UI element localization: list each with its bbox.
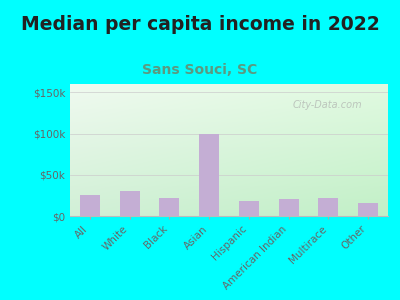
- Bar: [239, 201, 259, 216]
- Text: Median per capita income in 2022: Median per capita income in 2022: [21, 15, 379, 34]
- Bar: [199, 134, 219, 216]
- Text: Sans Souci, SC: Sans Souci, SC: [142, 63, 258, 77]
- Bar: [80, 194, 100, 216]
- Text: City-Data.com: City-Data.com: [293, 100, 362, 110]
- Bar: [279, 199, 298, 216]
- Bar: [358, 203, 378, 216]
- Bar: [160, 198, 179, 216]
- Bar: [120, 191, 140, 216]
- Bar: [318, 198, 338, 216]
